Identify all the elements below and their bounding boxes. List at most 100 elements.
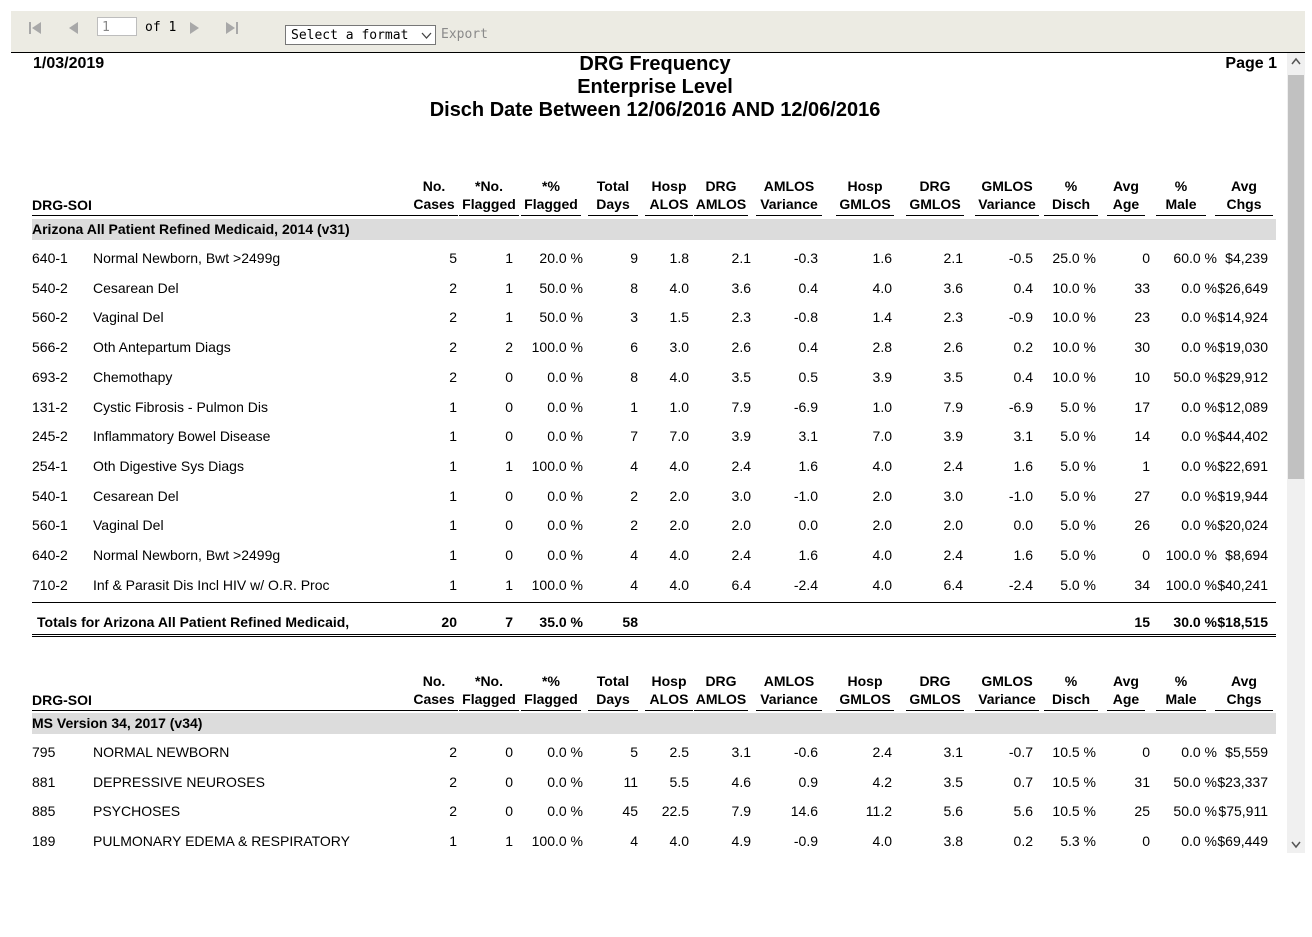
vertical-scrollbar[interactable] <box>1287 53 1305 853</box>
table-cell: 5.0 % <box>1060 576 1096 593</box>
column-header-line2: Cases <box>413 691 455 707</box>
group-header: Arizona All Patient Refined Medicaid, 20… <box>32 219 1276 240</box>
export-link[interactable]: Export <box>441 27 488 42</box>
table-cell: 7.0 <box>872 428 892 445</box>
report-date-range: Disch Date Between 12/06/2016 AND 12/06/… <box>429 99 881 121</box>
column-header-line1: AMLOS <box>763 673 815 689</box>
table-cell: 1 <box>449 547 457 563</box>
table-cell: 5.6 <box>1013 803 1033 820</box>
table-cell: 0 <box>1142 833 1150 850</box>
table-cell: 0.9 <box>798 773 818 790</box>
table-cell: 10.0 % <box>1052 368 1096 385</box>
column-header-line2: Chgs <box>1226 196 1262 212</box>
drg-description: NORMAL NEWBORN <box>93 744 230 760</box>
table-cell: 0 <box>505 487 513 504</box>
table-cell: 1.0 <box>872 398 892 415</box>
chevron-down-icon <box>421 32 432 39</box>
scroll-up-button[interactable] <box>1287 53 1305 70</box>
table-cell: 0.0 % <box>1181 428 1217 445</box>
column-header-line1: *% <box>542 178 560 194</box>
table-cell: 0.4 <box>798 339 818 356</box>
first-page-button[interactable] <box>26 19 44 37</box>
table-cell: 1 <box>505 833 513 850</box>
table-cell: 2 <box>449 339 457 356</box>
table-cell: 0.0 <box>798 517 818 534</box>
page-number-input[interactable]: 1 <box>97 17 137 36</box>
table-cell: $22,691 <box>1217 457 1268 474</box>
table-cell: 5.0 % <box>1060 398 1096 415</box>
column-header: Hosp ALOS <box>645 177 693 216</box>
table-cell: 50.0 % <box>1173 368 1217 385</box>
table-cell: 1 <box>630 398 638 415</box>
table-cell: 0 <box>505 773 513 790</box>
table-cell: 2 <box>449 279 457 296</box>
table-cell: 5.6 <box>943 803 963 820</box>
totals-divider <box>32 602 1276 603</box>
table-cell: 23 <box>1134 309 1150 326</box>
table-cell: 8 <box>630 279 638 296</box>
table-cell: 0 <box>505 368 513 385</box>
table-cell: 0.2 <box>1013 833 1033 850</box>
chevron-down-icon <box>1291 841 1301 849</box>
drg-code: 693-2 <box>32 368 68 385</box>
totals-cell: 35.0 % <box>539 614 583 630</box>
next-page-button[interactable] <box>185 19 203 37</box>
report-title: DRG Frequency <box>579 53 731 75</box>
column-header: Hosp GMLOS <box>836 672 894 711</box>
table-cell: 1 <box>449 833 457 850</box>
table-cell: $12,089 <box>1217 398 1268 415</box>
export-format-select[interactable]: Select a format <box>285 25 436 45</box>
table-cell: $44,402 <box>1217 428 1268 445</box>
table-cell: 0.0 % <box>1181 309 1217 326</box>
table-cell: $75,911 <box>1218 803 1268 820</box>
column-header-line1: % <box>1064 673 1078 689</box>
table-cell: 0.2 <box>1013 339 1033 356</box>
scroll-thumb[interactable] <box>1288 75 1304 479</box>
column-header: % Disch <box>1044 672 1098 711</box>
column-header: *No. Flagged <box>459 177 519 216</box>
totals-label: Totals for Arizona All Patient Refined M… <box>37 614 350 630</box>
column-header-line2: Flagged <box>524 691 578 707</box>
table-cell: 50.0 % <box>539 279 583 296</box>
column-header-line2: Variance <box>760 691 818 707</box>
table-cell: 3.9 <box>731 428 751 445</box>
totals-cell: 7 <box>505 614 513 630</box>
table-cell: 50.0 % <box>539 309 583 326</box>
table-cell: 0.7 <box>1013 773 1033 790</box>
table-cell: 4.0 <box>669 833 689 850</box>
column-header-line2: Cases <box>413 196 455 212</box>
table-cell: 10 <box>1134 368 1150 385</box>
table-cell: 1 <box>449 398 457 415</box>
drg-soi-column-header: DRG-SOI <box>32 197 410 216</box>
table-cell: 0.0 % <box>547 773 583 790</box>
drg-soi-column-header: DRG-SOI <box>32 692 410 711</box>
table-cell: 7 <box>630 428 638 445</box>
table-cell: 34 <box>1134 576 1150 593</box>
table-cell: 5 <box>449 250 457 266</box>
table-cell: 1.6 <box>798 547 818 563</box>
table-cell: 3.9 <box>872 368 892 385</box>
table-cell: 1 <box>449 576 457 593</box>
table-cell: 3.8 <box>943 833 963 850</box>
table-cell: 100.0 % <box>531 339 583 356</box>
table-cell: 0.0 % <box>1181 339 1217 356</box>
drg-description: Inf & Parasit Dis Incl HIV w/ O.R. Proc <box>93 576 330 593</box>
table-cell: 6 <box>630 339 638 356</box>
table-cell: 0.4 <box>798 279 818 296</box>
column-header: DRG GMLOS <box>906 177 964 216</box>
table-cell: $4,239 <box>1225 250 1268 266</box>
column-header-line1: DRG <box>919 673 951 689</box>
previous-page-button[interactable] <box>65 19 83 37</box>
table-cell: -6.9 <box>793 398 818 415</box>
scroll-down-button[interactable] <box>1287 836 1305 853</box>
column-header: No. Cases <box>410 177 458 216</box>
drg-description: Inflammatory Bowel Disease <box>93 428 271 445</box>
table-cell: 2 <box>449 309 457 326</box>
table-cell: 2.0 <box>872 517 892 534</box>
last-page-button[interactable] <box>223 19 241 37</box>
table-cell: 4.0 <box>669 457 689 474</box>
last-page-icon <box>226 22 238 34</box>
column-header-line1: Hosp <box>651 178 687 194</box>
page-count-label: of 1 <box>145 20 177 35</box>
table-cell: 5.0 % <box>1060 547 1096 563</box>
